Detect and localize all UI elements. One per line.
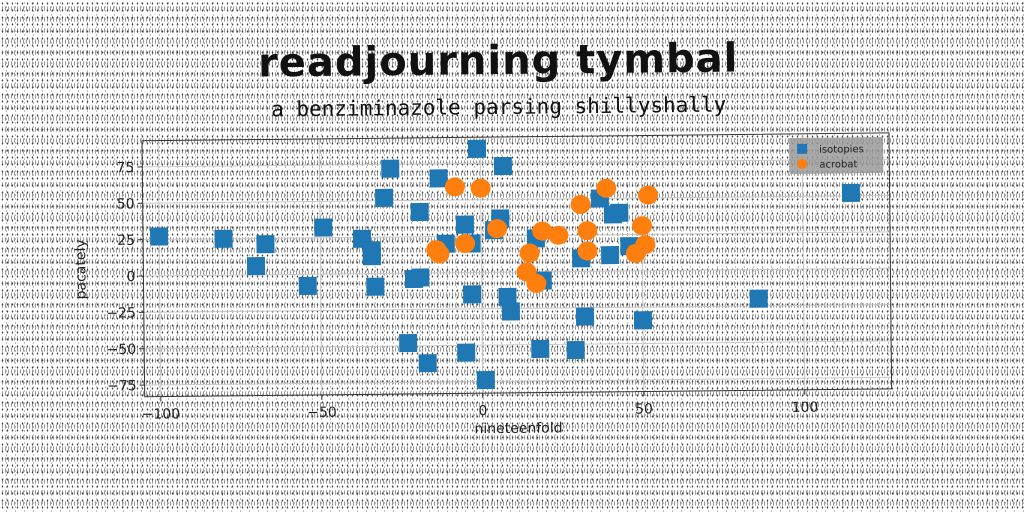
point-acrobat bbox=[596, 179, 616, 198]
legend-entry-acrobat: acrobat bbox=[819, 159, 857, 170]
y-gridline bbox=[143, 195, 890, 203]
point-acrobat bbox=[638, 185, 658, 204]
point-isotopies bbox=[256, 235, 274, 253]
x-tick-label: −50 bbox=[307, 405, 337, 421]
point-acrobat bbox=[519, 243, 539, 262]
point-isotopies bbox=[456, 216, 474, 234]
point-isotopies bbox=[411, 268, 429, 286]
y-tick-label: 0 bbox=[126, 269, 135, 285]
legend: isotopies acrobat bbox=[789, 137, 883, 174]
point-isotopies bbox=[463, 285, 481, 303]
point-isotopies bbox=[366, 278, 384, 296]
y-tick-label: 25 bbox=[117, 233, 135, 249]
point-isotopies bbox=[150, 227, 168, 245]
point-isotopies bbox=[531, 340, 549, 358]
chart: readjourning tymbal a benziminazole pars… bbox=[58, 15, 942, 449]
point-isotopies bbox=[601, 246, 619, 264]
point-isotopies bbox=[430, 169, 448, 187]
point-isotopies bbox=[375, 189, 393, 207]
point-acrobat bbox=[635, 235, 655, 254]
y-tick-label: 50 bbox=[117, 196, 135, 212]
x-axis-label: nineteenfold bbox=[474, 420, 562, 437]
x-gridline bbox=[158, 141, 161, 397]
point-isotopies bbox=[457, 344, 475, 362]
point-isotopies bbox=[381, 160, 399, 178]
point-isotopies bbox=[610, 204, 628, 222]
point-isotopies bbox=[567, 341, 585, 359]
y-tick-label: 75 bbox=[116, 160, 134, 176]
y-gridline bbox=[144, 341, 891, 349]
point-acrobat bbox=[571, 195, 591, 214]
point-isotopies bbox=[363, 247, 381, 265]
point-isotopies bbox=[419, 354, 437, 372]
point-isotopies bbox=[634, 311, 652, 329]
point-isotopies bbox=[411, 203, 429, 221]
legend-entry-isotopies: isotopies bbox=[819, 144, 864, 155]
point-isotopies bbox=[468, 140, 486, 158]
y-gridline bbox=[143, 232, 890, 240]
x-tick-label: −100 bbox=[142, 406, 181, 422]
point-isotopies bbox=[399, 334, 417, 352]
point-acrobat bbox=[577, 241, 597, 260]
x-gridline bbox=[319, 139, 322, 395]
point-isotopies bbox=[214, 230, 232, 248]
point-acrobat bbox=[471, 179, 491, 198]
legend-marker-isotopies bbox=[797, 144, 807, 154]
x-tick-label: 100 bbox=[791, 400, 818, 416]
point-isotopies bbox=[247, 257, 265, 275]
x-gridline bbox=[641, 136, 644, 392]
point-isotopies bbox=[477, 371, 495, 389]
point-acrobat bbox=[577, 221, 597, 240]
point-isotopies bbox=[494, 157, 512, 175]
marks bbox=[149, 136, 862, 393]
point-isotopies bbox=[842, 184, 860, 202]
y-gridline bbox=[145, 377, 892, 385]
point-isotopies bbox=[314, 218, 332, 236]
y-gridline bbox=[142, 159, 889, 167]
y-axis-label: pacately bbox=[73, 239, 90, 299]
x-tick-label: 0 bbox=[478, 403, 487, 419]
x-tick-label: 50 bbox=[635, 401, 653, 417]
point-isotopies bbox=[576, 307, 594, 325]
y-tick-label: −25 bbox=[106, 305, 136, 321]
point-acrobat bbox=[445, 177, 465, 196]
scatter-plot: −100 −50 0 50 100 −75 −50 −25 0 25 50 75 nineteenfo… bbox=[58, 15, 942, 449]
point-isotopies bbox=[750, 290, 768, 308]
point-isotopies bbox=[502, 302, 520, 320]
y-tick-label: −75 bbox=[107, 378, 137, 394]
y-tick-label: −50 bbox=[107, 342, 137, 358]
point-acrobat bbox=[632, 216, 652, 235]
point-isotopies bbox=[299, 277, 317, 295]
x-gridline bbox=[480, 137, 483, 393]
